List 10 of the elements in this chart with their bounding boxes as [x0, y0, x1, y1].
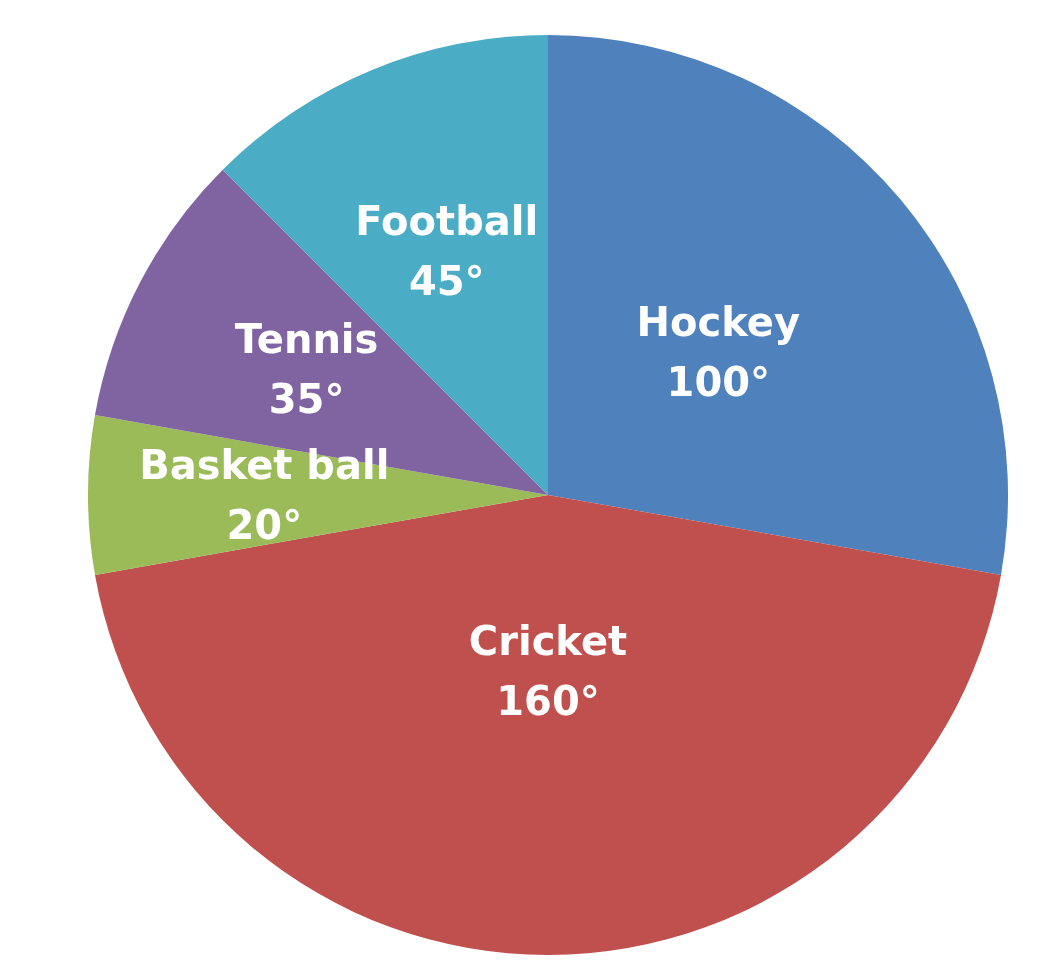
data-label: 100°: [666, 359, 771, 406]
slice-label: Hockey: [636, 299, 801, 346]
slice-label: Basket ball: [139, 442, 390, 488]
slice-label: Cricket: [468, 618, 628, 665]
slice-label: Tennis: [234, 316, 379, 363]
data-label: 45°: [408, 257, 485, 304]
slice-label: Football: [355, 197, 539, 244]
data-label: 20°: [226, 502, 303, 548]
data-label: 35°: [268, 376, 345, 423]
data-label: 160°: [496, 678, 600, 725]
